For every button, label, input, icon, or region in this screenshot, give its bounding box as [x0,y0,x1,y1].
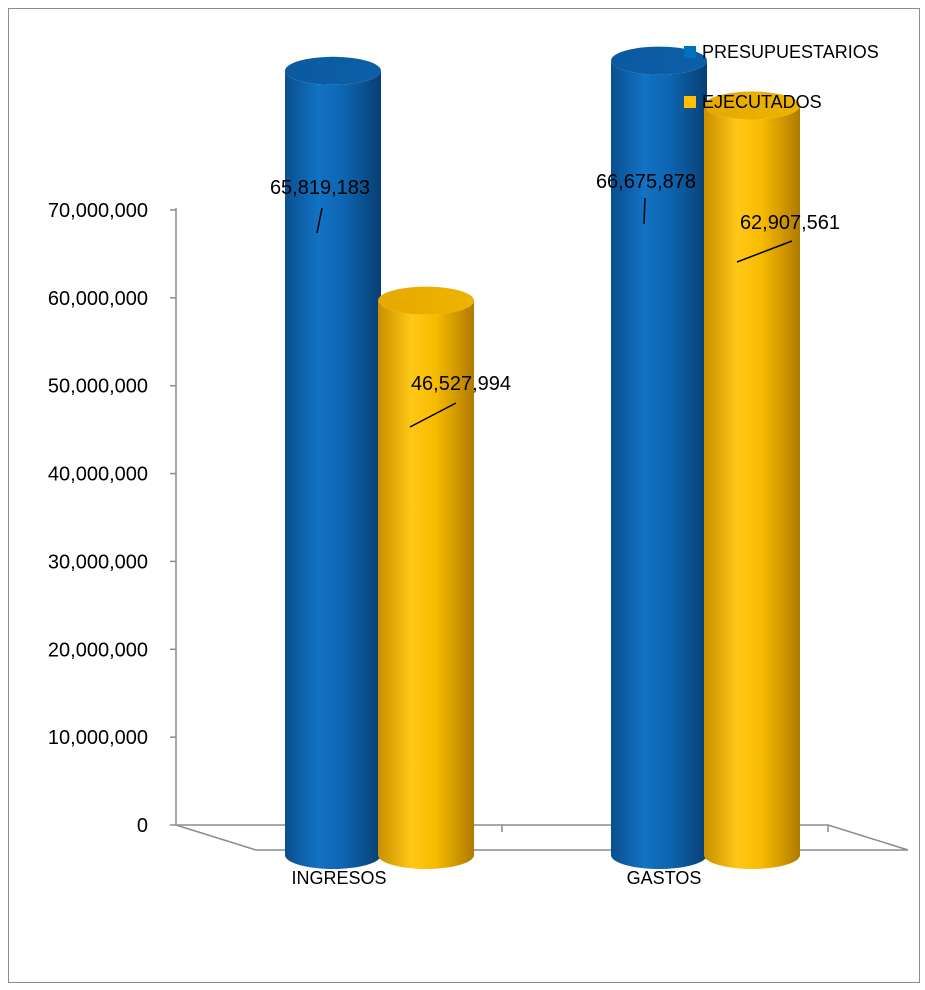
chart-floor-outline [175,824,909,851]
data-label-leader [736,240,793,263]
legend-swatch-presupuestarios [684,46,696,58]
y-tick-label: 50,000,000 [48,376,148,398]
data-label-presupuestarios-ingresos: 65,819,183 [270,177,370,199]
bar-top-ejecutados-gastos [704,91,800,120]
y-tick-label: 40,000,000 [48,464,148,486]
legend-swatch-ejecutados [684,96,696,108]
data-label-leader [409,402,457,428]
y-axis-ticks: 0 10,000,000 20,000,000 30,000,000 40,000,00… [48,200,176,837]
legend-label-ejecutados: EJECUTADOS [702,92,822,112]
x-category-label-gastos: GASTOS [627,868,702,888]
data-label-ejecutados-ingresos: 46,527,994 [411,373,511,395]
bar-top-presupuestarios-gastos [611,46,707,75]
bar-body-ejecutados-gastos [704,105,800,869]
y-tick-label: 20,000,000 [48,639,148,661]
bar-top-presupuestarios-ingresos [285,56,381,85]
y-tick-label: 10,000,000 [48,727,148,749]
bars [285,46,800,869]
y-tick-label: 0 [137,815,148,837]
x-category-label-ingresos: INGRESOS [291,868,386,888]
legend: PRESUPUESTARIOS EJECUTADOS [684,42,879,112]
legend-label-presupuestarios: PRESUPUESTARIOS [702,42,879,62]
y-tick-label: 70,000,000 [48,200,148,222]
data-label-ejecutados-gastos: 62,907,561 [740,212,840,234]
x-axis-categories: INGRESOS GASTOS [291,868,701,888]
data-label-leader [643,197,646,225]
bar-body-ejecutados-ingresos [378,300,474,869]
bar-top-ejecutados-ingresos [378,286,474,315]
data-labels: 65,819,183 46,527,994 66,675,878 62,907,561 [270,171,840,428]
bar-body-presupuestarios-gastos [611,60,707,869]
y-tick-label: 30,000,000 [48,551,148,573]
data-label-leader [316,207,323,234]
data-label-presupuestarios-gastos: 66,675,878 [596,171,696,193]
y-tick-label: 60,000,000 [48,288,148,310]
bar-body-presupuestarios-ingresos [285,70,381,869]
